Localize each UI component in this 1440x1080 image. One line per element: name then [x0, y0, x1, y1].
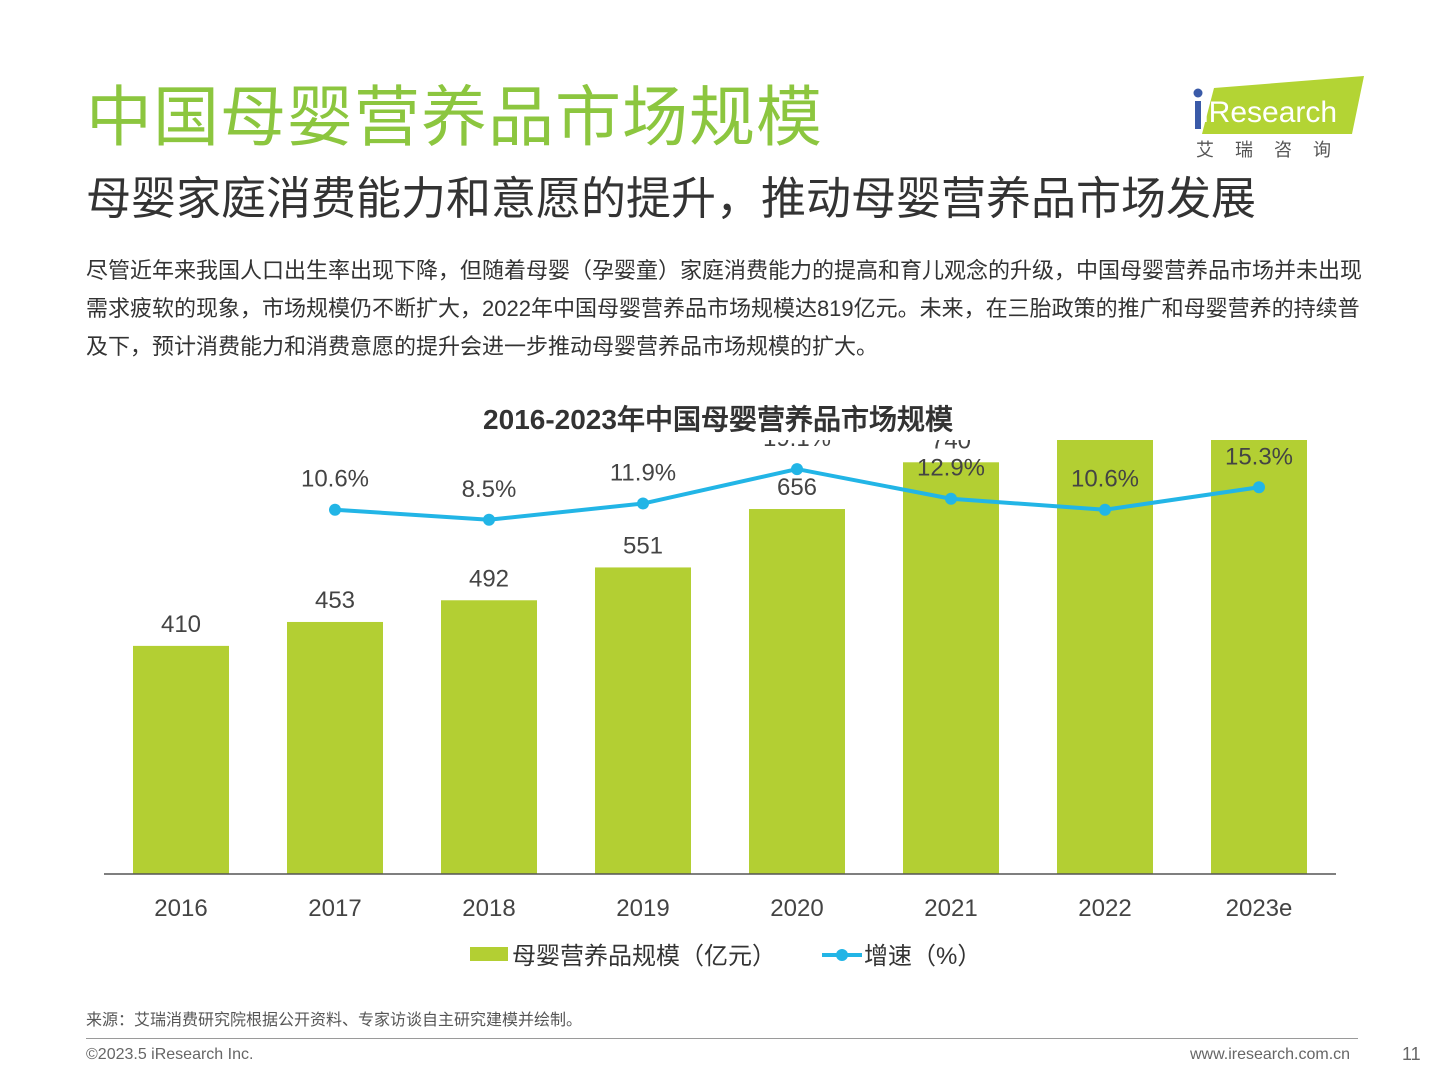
copyright: ©2023.5 iResearch Inc. — [86, 1046, 254, 1063]
x-tick-label-2019: 2019 — [616, 895, 669, 922]
x-tick-label-2017: 2017 — [308, 895, 361, 922]
page-number: 11 — [1402, 1044, 1421, 1064]
legend-line-label: 增速（%） — [864, 943, 982, 970]
bar-2016 — [133, 645, 229, 874]
chart-title: 2016-2023年中国母婴营养品市场规模 — [483, 404, 953, 435]
growth-point-2021 — [945, 492, 957, 505]
bar-2019 — [595, 567, 691, 874]
intro-paragraph: 尽管近年来我国人口出生率出现下降，但随着母婴（孕婴童）家庭消费能力的提高和育儿观… — [86, 258, 1363, 359]
growth-line-layer — [329, 463, 1265, 526]
bar-value-label-2019: 551 — [623, 532, 663, 559]
website-url: www.iresearch.com.cn — [1190, 1046, 1351, 1063]
legend-bar-swatch — [470, 946, 508, 961]
logo-brand-text: iResearch — [1202, 96, 1337, 129]
growth-point-2018 — [483, 513, 495, 526]
x-tick-label-2018: 2018 — [462, 895, 515, 922]
bar-value-label-2017: 453 — [315, 587, 355, 614]
x-tick-label-2023e: 2023e — [1226, 895, 1293, 922]
logo-i-stem — [1195, 101, 1201, 129]
labels-layer: 410 2016 453 2017 492 2018 551 2019 656 2020 740 20… — [154, 440, 1293, 922]
growth-label-2023e: 15.3% — [1225, 443, 1293, 470]
legend-line-swatch — [822, 944, 862, 964]
growth-label-2022: 10.6% — [1071, 466, 1139, 493]
growth-label-2020: 19.1% — [763, 440, 831, 452]
legend-bar-label: 母婴营养品规模（亿元） — [512, 943, 776, 970]
growth-label-2017: 10.6% — [301, 466, 369, 493]
bar-2020 — [749, 509, 845, 874]
growth-point-2023e — [1253, 481, 1265, 494]
bar-value-label-2016: 410 — [161, 611, 201, 638]
bar-value-label-2020: 656 — [777, 474, 817, 501]
growth-label-2018: 8.5% — [462, 476, 517, 503]
bar-2023e — [1211, 440, 1307, 874]
x-tick-label-2021: 2021 — [924, 895, 977, 922]
growth-label-2021: 12.9% — [917, 455, 985, 482]
growth-point-2019 — [637, 497, 649, 510]
logo-chinese-name: 艾瑞咨询 — [1196, 140, 1352, 160]
x-tick-label-2020: 2020 — [770, 895, 823, 922]
x-tick-label-2016: 2016 — [154, 895, 207, 922]
growth-label-2019: 11.9% — [610, 460, 676, 487]
bar-line-chart: 410 2016 453 2017 492 2018 551 2019 656 2020 740 20… — [104, 440, 1336, 922]
page-subtitle: 母婴家庭消费能力和意愿的提升，推动母婴营养品市场发展 — [86, 173, 1257, 224]
bar-value-label-2018: 492 — [469, 565, 509, 592]
logo-banner — [1202, 76, 1364, 134]
logo-dot — [1193, 88, 1203, 98]
bar-2021 — [903, 462, 999, 874]
footer-divider — [86, 1038, 1358, 1039]
bar-2018 — [441, 600, 537, 874]
page-title: 中国母婴营养品市场规模 — [86, 80, 823, 154]
growth-point-2022 — [1099, 503, 1111, 516]
bar-2017 — [287, 621, 383, 874]
growth-point-2020 — [791, 463, 803, 476]
chart-legend: 母婴营养品规模（亿元） 增速（%） — [470, 936, 981, 971]
bars-layer — [133, 440, 1307, 874]
iresearch-logo: iResearch — [1193, 76, 1364, 134]
x-tick-label-2022: 2022 — [1078, 895, 1131, 922]
source-note: 来源：艾瑞消费研究院根据公开资料、专家访谈自主研究建模并绘制。 — [86, 1012, 583, 1029]
growth-point-2017 — [329, 503, 341, 516]
bar-value-label-2021: 740 — [931, 440, 971, 454]
